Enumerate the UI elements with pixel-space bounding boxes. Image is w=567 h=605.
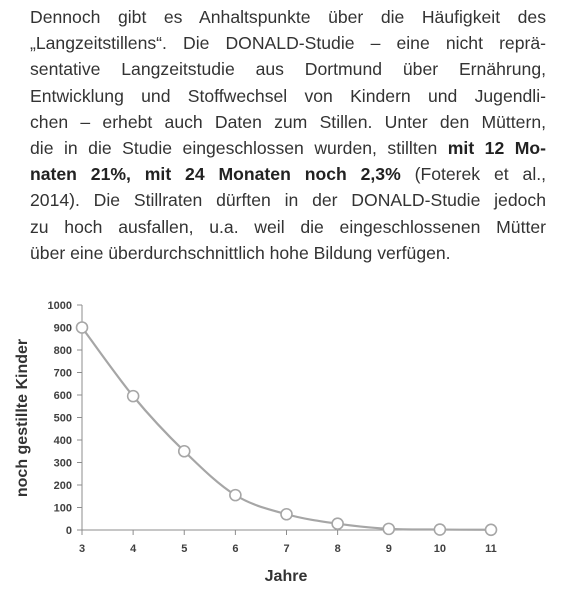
- data-point: [75, 321, 89, 334]
- paragraph-text: „Langzeitstillens“. Die DONALD-Studie – …: [30, 33, 546, 54]
- x-tick-label: 9: [386, 543, 392, 555]
- paragraph-line: die in die Studie eingeschlossen wurden,…: [30, 135, 546, 161]
- y-axis-label: noch gestillte Kinder: [14, 339, 31, 497]
- y-tick-label: 100: [54, 503, 72, 515]
- data-point: [280, 507, 293, 521]
- data-point: [126, 389, 140, 403]
- y-tick-label: 500: [54, 413, 72, 425]
- x-tick-label: 5: [181, 543, 187, 555]
- paragraph-text: die in die Studie eingeschlossen wurden,…: [30, 138, 448, 159]
- x-tick-label: 6: [232, 543, 238, 555]
- paragraph-text: Entwicklung und Stoffwechsel von Kindern…: [30, 85, 546, 106]
- paragraph-line: 2014). Die Stillraten dürften in der DON…: [30, 187, 546, 213]
- data-point: [229, 488, 242, 502]
- y-tick-label: 700: [54, 368, 72, 380]
- chart-svg: 0 100 200 300 400 500 600 700 800 900 1000 3 4 5 6 7 8 9…: [14, 300, 498, 585]
- y-tick-label: 900: [54, 323, 72, 335]
- y-tick-label: 800: [54, 345, 72, 357]
- x-tick-label: 4: [130, 543, 137, 555]
- paragraph-line: naten 21%, mit 24 Monaten noch 2,3% (Fot…: [30, 161, 546, 187]
- body-paragraph: Dennoch gibt es Anhaltspunkte über die H…: [30, 4, 546, 266]
- y-ticks: 0 100 200 300 400 500 600 700 800 900 1000: [48, 300, 82, 537]
- series-line: [81, 326, 492, 531]
- y-tick-label: 0: [66, 525, 72, 537]
- paragraph-line: sentative Langzeitstudie aus Dortmund üb…: [30, 56, 546, 82]
- x-axis-label: Jahre: [265, 568, 308, 585]
- y-tick-label: 600: [54, 390, 72, 402]
- paragraph-line: Entwicklung und Stoffwechsel von Kindern…: [30, 83, 546, 109]
- paragraph-line: chen – erhebt auch Daten zum Stillen. Un…: [30, 109, 546, 135]
- x-tick-label: 3: [79, 543, 85, 555]
- paragraph-text: sentative Langzeitstudie aus Dortmund üb…: [30, 59, 546, 80]
- y-tick-label: 200: [54, 480, 72, 492]
- x-tick-label: 7: [283, 543, 289, 555]
- data-point: [177, 444, 191, 458]
- x-tick-label: 11: [485, 543, 497, 555]
- data-point: [331, 517, 344, 530]
- x-tick-label: 10: [434, 543, 446, 555]
- data-point: [433, 523, 447, 536]
- emphasis-text: mit 12 Mo-: [447, 138, 547, 159]
- paragraph-line: „Langzeitstillens“. Die DONALD-Studie – …: [30, 30, 546, 56]
- paragraph-text: (Foterek et al.,: [400, 164, 547, 185]
- emphasis-text: naten 21%, mit 24 Monaten noch 2,3%: [30, 164, 401, 185]
- paragraph-line: zu hoch ausfallen, u.a. weil die eingesc…: [30, 214, 546, 240]
- paragraph-text: chen – erhebt auch Daten zum Stillen. Un…: [30, 111, 546, 132]
- y-tick-label: 1000: [48, 300, 72, 312]
- paragraph-text: über eine überdurchschnittlich hohe Bild…: [30, 242, 451, 263]
- breastfeeding-chart: 0 100 200 300 400 500 600 700 800 900 1000 3 4 5 6 7 8 9…: [0, 288, 567, 600]
- y-tick-label: 300: [54, 458, 72, 470]
- x-tick-label: 8: [335, 543, 341, 555]
- data-points: [75, 321, 498, 537]
- y-tick-label: 400: [54, 435, 72, 447]
- data-point: [382, 522, 396, 536]
- paragraph-text: zu hoch ausfallen, u.a. weil die eingesc…: [30, 216, 546, 237]
- x-ticks: 3 4 5 6 7 8 9 10 11: [79, 530, 497, 555]
- chart-axes: [81, 305, 491, 531]
- paragraph-text: 2014). Die Stillraten dürften in der DON…: [30, 190, 546, 211]
- paragraph-line: Dennoch gibt es Anhaltspunkte über die H…: [30, 4, 546, 30]
- paragraph-text: Dennoch gibt es Anhaltspunkte über die H…: [30, 7, 546, 27]
- data-point: [484, 523, 498, 537]
- paragraph-line: über eine überdurchschnittlich hohe Bild…: [30, 240, 546, 266]
